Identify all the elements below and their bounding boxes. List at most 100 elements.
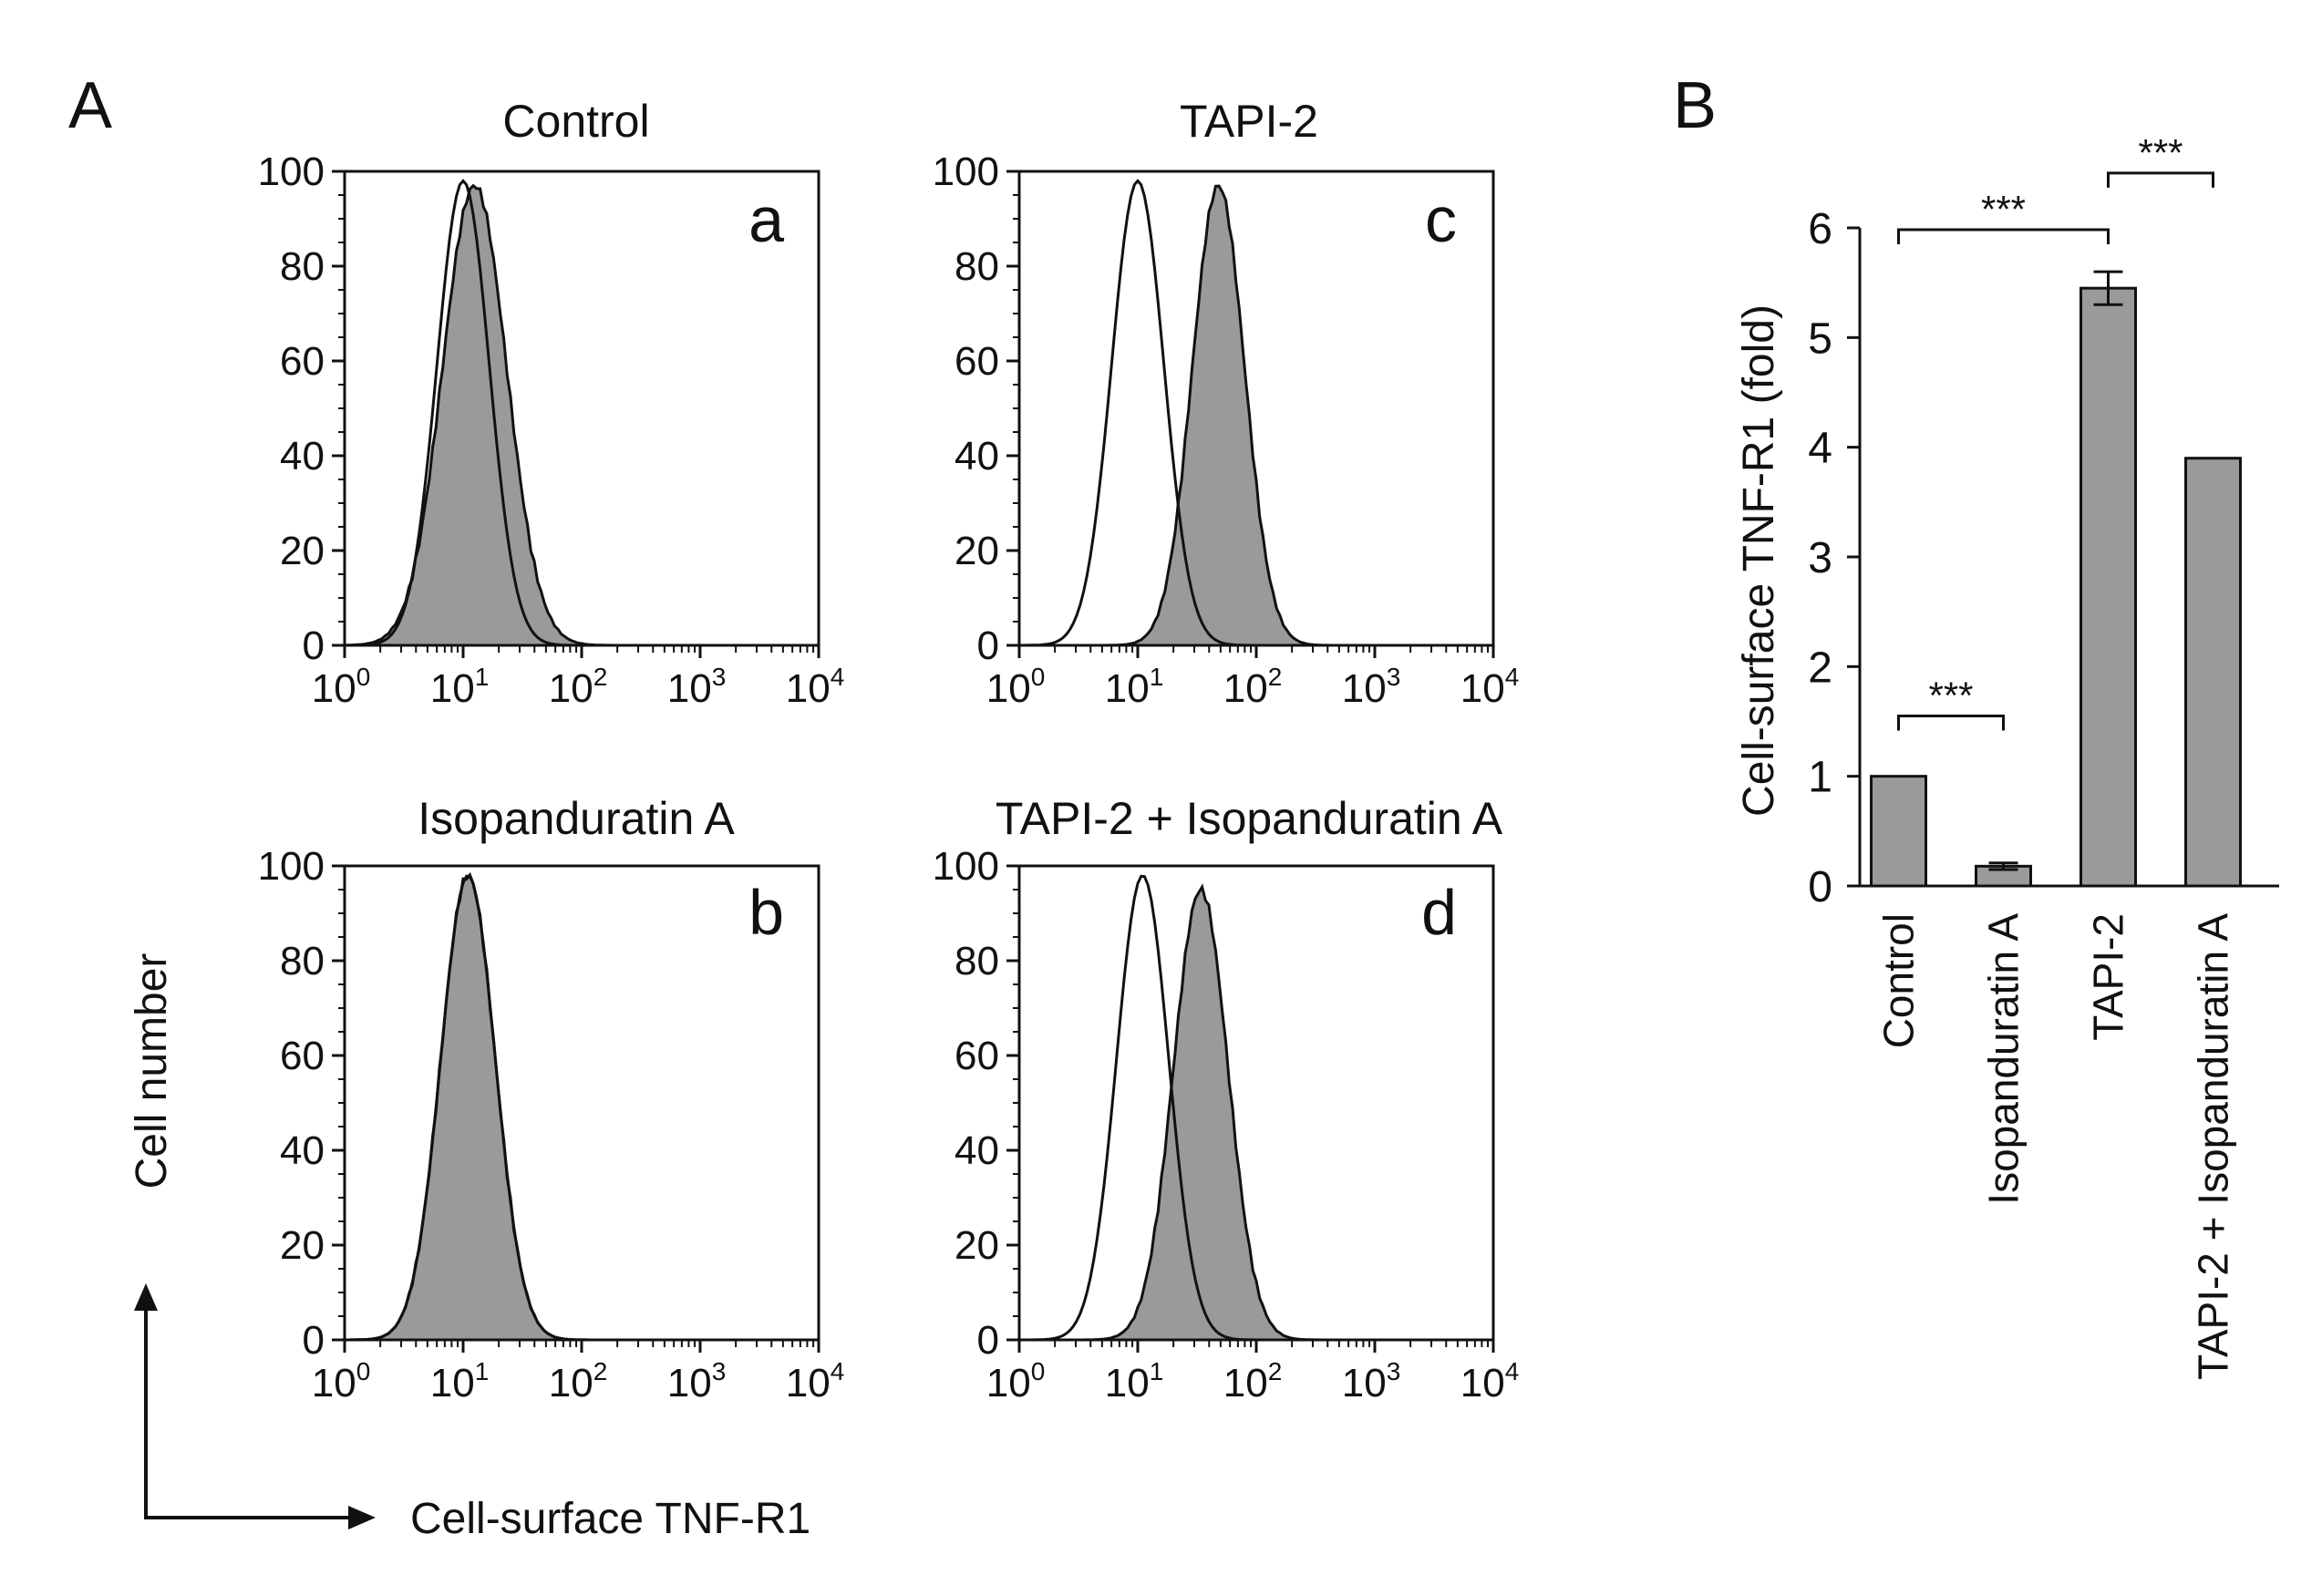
x-tick-base: 10	[986, 1361, 1031, 1406]
x-tick-base: 10	[786, 1361, 831, 1406]
x-tick-label: 101	[1105, 663, 1164, 711]
x-tick-exponent: 0	[1031, 1357, 1046, 1385]
significance-label: ***	[1981, 188, 2026, 231]
x-tick-exponent: 1	[1150, 1357, 1164, 1385]
histogram-title: Control	[502, 96, 649, 147]
histogram-filled-series	[343, 183, 819, 647]
y-tick-label: 60	[955, 339, 999, 384]
y-tick-label: 100	[258, 149, 325, 194]
y-tick-label: 80	[280, 244, 325, 289]
x-tick-base: 10	[1342, 666, 1387, 711]
x-tick-label: 103	[1342, 1357, 1401, 1406]
x-tick-label: 102	[549, 1357, 608, 1406]
y-tick-label: 100	[933, 149, 999, 194]
x-tick-base: 10	[312, 1361, 356, 1406]
bar	[2079, 286, 2137, 888]
x-tick-exponent: 4	[831, 663, 845, 691]
x-tick-base: 10	[1105, 666, 1150, 711]
y-tick-label: 40	[955, 1128, 999, 1173]
x-tick-label: 104	[1460, 1357, 1520, 1406]
bar-category-label: TAPI-2 + Isopanduratin A	[2190, 913, 2237, 1380]
panel-b-label: B	[1673, 69, 1717, 142]
y-tick-label: 80	[955, 244, 999, 289]
x-tick-label: 100	[312, 1357, 371, 1406]
significance-bracket	[1897, 714, 2005, 731]
x-tick-base: 10	[430, 666, 475, 711]
bar-category-label: TAPI-2	[2085, 913, 2132, 1041]
x-tick-base: 10	[986, 666, 1031, 711]
x-tick-label: 101	[430, 663, 490, 711]
significance-label: ***	[2138, 131, 2183, 174]
y-tick-label: 100	[933, 844, 999, 889]
bar-y-tick-label: 5	[1808, 314, 1832, 363]
x-tick-label: 102	[1223, 663, 1283, 711]
x-tick-exponent: 2	[1268, 663, 1283, 691]
y-tick-label: 0	[977, 623, 999, 668]
bar-y-tick-label: 0	[1808, 863, 1832, 911]
y-tick-label: 40	[955, 434, 999, 479]
histogram-filled-series	[1019, 184, 1493, 647]
y-tick-label: 40	[280, 1128, 325, 1173]
x-tick-base: 10	[1105, 1361, 1150, 1406]
x-tick-exponent: 1	[475, 663, 490, 691]
shared-axes-indicator: Cell number Cell-surface TNF-R1	[128, 953, 810, 1543]
x-tick-label: 102	[549, 663, 608, 711]
x-tick-base: 10	[430, 1361, 475, 1406]
panel-a-label: A	[68, 69, 112, 142]
x-tick-base: 10	[667, 1361, 712, 1406]
significance-label: ***	[1928, 674, 1973, 716]
x-tick-exponent: 4	[1505, 663, 1520, 691]
x-tick-base: 10	[1460, 666, 1505, 711]
x-tick-exponent: 3	[712, 1357, 727, 1385]
y-tick-label: 80	[280, 939, 325, 983]
y-tick-label: 20	[955, 529, 999, 573]
x-tick-exponent: 1	[1150, 663, 1164, 691]
x-tick-exponent: 2	[1268, 1357, 1283, 1385]
x-tick-label: 100	[312, 663, 371, 711]
y-axis-label: Cell number	[128, 953, 176, 1189]
x-tick-label: 100	[986, 663, 1046, 711]
y-tick-label: 0	[303, 623, 325, 668]
x-tick-base: 10	[786, 666, 831, 711]
x-tick-base: 10	[1342, 1361, 1387, 1406]
y-tick-label: 40	[280, 434, 325, 479]
significance-bracket	[1897, 228, 2110, 244]
bar-y-tick-label: 2	[1808, 644, 1832, 692]
x-tick-label: 102	[1223, 1357, 1283, 1406]
x-tick-base: 10	[549, 1361, 593, 1406]
x-tick-label: 103	[667, 663, 727, 711]
bar-y-tick-label: 6	[1808, 205, 1832, 253]
y-tick-label: 20	[280, 1223, 325, 1268]
histogram-open-series	[345, 874, 819, 1342]
significance-bracket	[2107, 171, 2214, 188]
x-tick-label: 104	[1460, 663, 1520, 711]
bar-category-label: Isopanduratin A	[1980, 913, 2028, 1205]
bar-category-label: Control	[1875, 913, 1923, 1048]
bar-y-tick-label: 3	[1808, 534, 1832, 582]
x-tick-label: 100	[986, 1357, 1046, 1406]
x-tick-exponent: 4	[1505, 1357, 1520, 1385]
x-tick-exponent: 3	[1387, 663, 1401, 691]
y-tick-label: 20	[280, 529, 325, 573]
x-tick-exponent: 2	[593, 1357, 608, 1385]
x-tick-exponent: 0	[356, 663, 371, 691]
x-tick-label: 101	[430, 1357, 490, 1406]
y-tick-label: 20	[955, 1223, 999, 1268]
panel-letter-d: d	[1421, 877, 1457, 948]
x-tick-base: 10	[549, 666, 593, 711]
bar	[1870, 775, 1927, 888]
y-tick-label: 60	[955, 1034, 999, 1078]
x-tick-base: 10	[667, 666, 712, 711]
panel-letter-a: a	[748, 184, 784, 255]
panel-letter-b: b	[748, 877, 784, 948]
x-tick-exponent: 0	[356, 1357, 371, 1385]
x-tick-base: 10	[312, 666, 356, 711]
y-tick-label: 0	[303, 1318, 325, 1363]
x-arrow-head	[348, 1506, 376, 1529]
x-tick-base: 10	[1223, 1361, 1268, 1406]
x-tick-base: 10	[1223, 666, 1268, 711]
y-tick-label: 60	[280, 339, 325, 384]
x-tick-label: 104	[786, 663, 845, 711]
